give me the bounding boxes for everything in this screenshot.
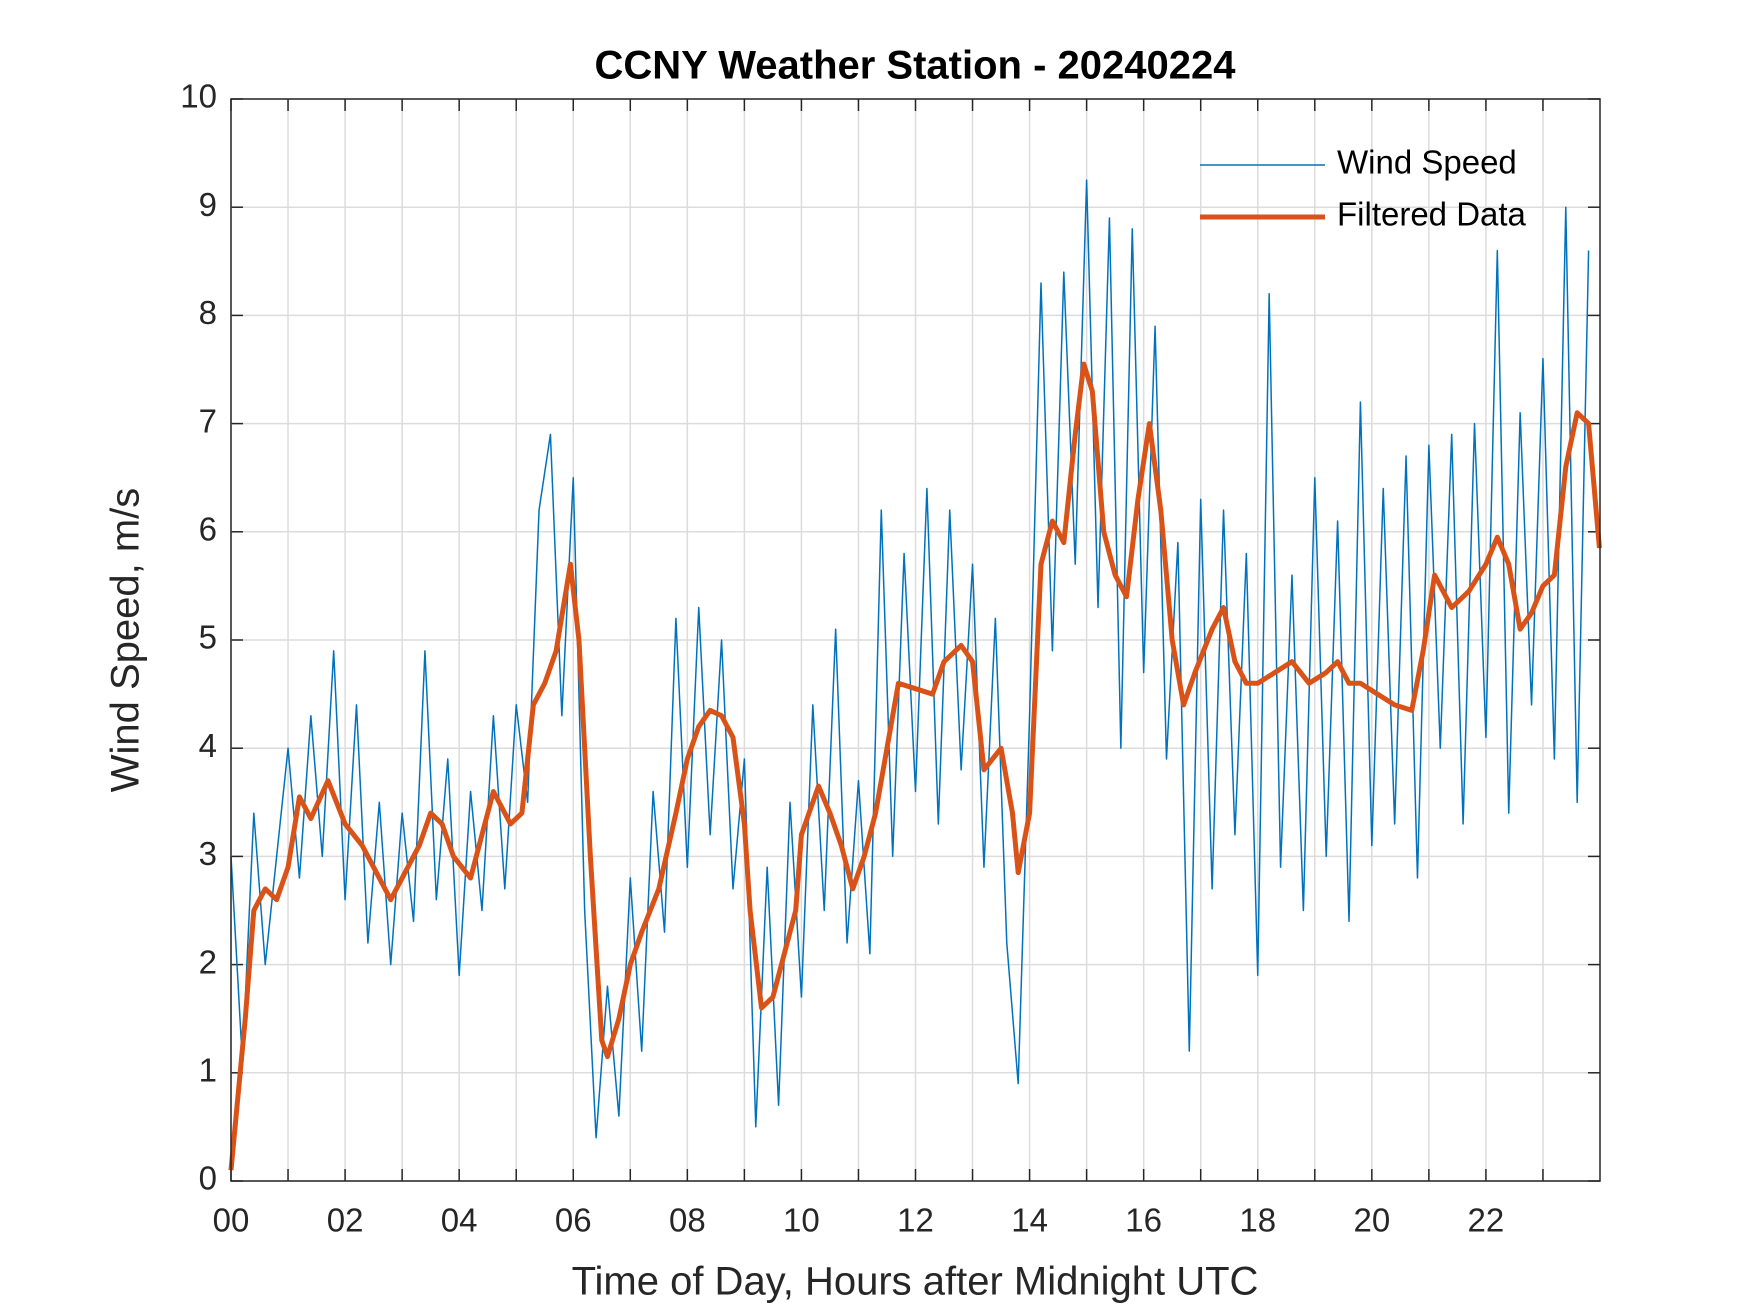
y-tick-label: 9 xyxy=(199,186,217,223)
legend-label: Filtered Data xyxy=(1337,196,1527,233)
legend-label: Wind Speed xyxy=(1337,144,1517,181)
y-tick-label: 7 xyxy=(199,402,217,439)
y-tick-label: 6 xyxy=(199,511,217,548)
x-tick-label: 20 xyxy=(1353,1202,1390,1239)
x-tick-label: 04 xyxy=(441,1202,478,1239)
x-tick-label: 12 xyxy=(897,1202,934,1239)
y-axis-label: Wind Speed, m/s xyxy=(104,488,148,793)
y-tick-label: 8 xyxy=(199,294,217,331)
y-tick-label: 4 xyxy=(199,727,217,764)
axes-box xyxy=(230,98,1601,1182)
series-line xyxy=(230,179,1590,1139)
y-tick-label: 0 xyxy=(199,1160,217,1197)
x-tick-label: 00 xyxy=(213,1202,250,1239)
x-tick-label: 22 xyxy=(1468,1202,1505,1239)
x-tick-label: 10 xyxy=(783,1202,820,1239)
y-tick-label: 3 xyxy=(199,835,217,872)
x-tick-label: 16 xyxy=(1125,1202,1162,1239)
x-axis-label: Time of Day, Hours after Midnight UTC xyxy=(572,1260,1259,1304)
x-tick-label: 02 xyxy=(327,1202,364,1239)
x-tick-label: 08 xyxy=(669,1202,706,1239)
x-tick-label: 06 xyxy=(555,1202,592,1239)
y-tick-label: 10 xyxy=(180,78,217,115)
series-line xyxy=(228,361,1602,1171)
chart-title: CCNY Weather Station - 20240224 xyxy=(595,44,1237,88)
y-tick-label: 2 xyxy=(199,943,217,980)
x-tick-label: 14 xyxy=(1011,1202,1048,1239)
x-tick-label: 18 xyxy=(1239,1202,1276,1239)
y-tick-label: 5 xyxy=(199,619,217,656)
y-tick-label: 1 xyxy=(199,1052,217,1089)
